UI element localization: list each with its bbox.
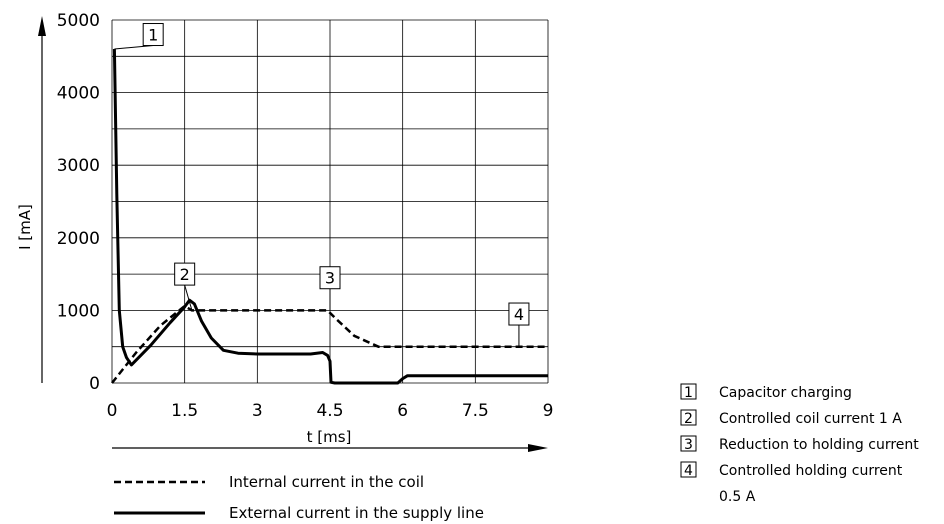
y-tick-label-4: 4000 [57,84,100,104]
x-tick-label-6: 9 [543,401,554,421]
y-tick-label-2: 2000 [57,229,100,249]
marker-notes: 1 Capacitor charging 2 Controlled coil c… [680,383,919,505]
x-axis-arrow-head [528,444,548,452]
marker-box-4 [508,302,530,326]
x-tick-label-4: 6 [397,401,408,421]
note-4-text: Controlled holding current [719,463,903,479]
series-line-solid [112,48,548,385]
marker-box-number-4: 4 [514,305,524,324]
x-tick-label-3: 4.5 [316,401,343,421]
legend-label-external: External current in the supply line [229,504,484,522]
y-tick-label-3: 3000 [57,156,100,176]
note-box-3 [680,435,697,452]
note-box-2 [680,409,697,426]
note-box-1 [680,383,697,400]
y-tick-label-5: 5000 [57,11,100,31]
x-tick-label-0: 0 [107,401,118,421]
marker-box-2 [174,262,196,286]
marker-box-number-2: 2 [180,265,190,284]
y-tick-label-0: 0 [89,374,100,394]
x-tick-label-2: 3 [252,401,263,421]
legend: Internal current in the coil External cu… [114,473,484,522]
note-1-text: Capacitor charging [719,385,852,401]
marker-box-number-1: 1 [148,26,158,45]
note-2-text: Controlled coil current 1 A [719,411,902,427]
y-axis-label: I [mA] [16,204,34,250]
note-box-3-number: 3 [684,437,693,453]
y-tick-label-1: 1000 [57,301,100,321]
note-box-4-number: 4 [684,463,693,479]
note-3-text: Reduction to holding current [719,437,919,453]
marker-box-1 [142,23,164,47]
y-axis-arrow-head [38,16,46,36]
marker-box-number-3: 3 [325,269,335,288]
series-lines [111,48,548,385]
x-tick-label-1: 1.5 [171,401,198,421]
axes [38,16,548,452]
marker-leader-2 [184,284,193,311]
note-box-2-number: 2 [684,411,693,427]
x-axis-label: t [ms] [307,428,352,446]
tick-labels: 0 1.5 3 4.5 6 7.5 9 0 1000 2000 3000 4000 5000 [57,11,554,421]
series-line-dashed [111,304,548,384]
note-4-text-line2: 0.5 A [719,489,756,505]
marker-callouts: 1 2 3 4 [114,23,530,347]
note-box-1-number: 1 [684,385,693,401]
legend-label-internal: Internal current in the coil [229,473,424,491]
marker-leader-1 [114,45,154,50]
x-tick-label-5: 7.5 [462,401,489,421]
note-box-4 [680,461,697,478]
marker-box-3 [319,266,341,290]
grid-lines [111,19,549,384]
